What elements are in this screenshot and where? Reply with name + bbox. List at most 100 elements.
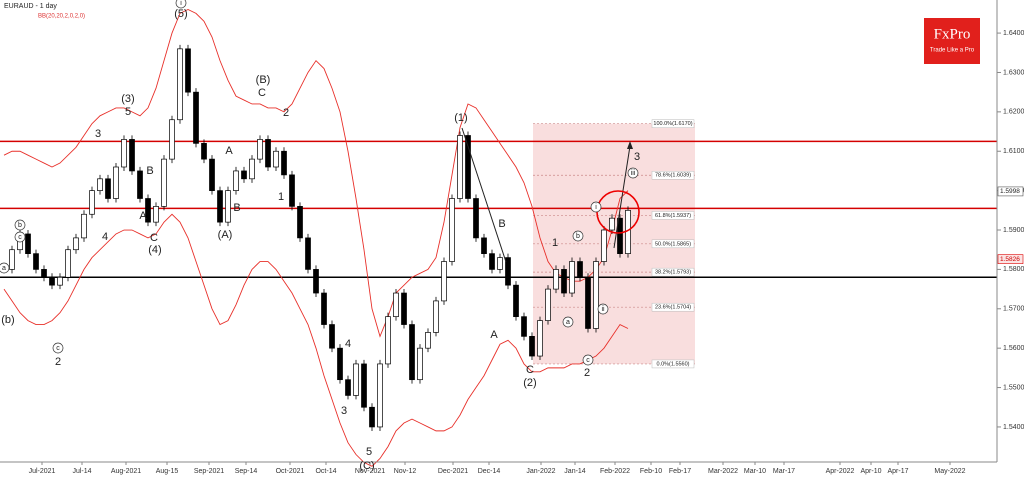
price-label: 1.5826 (1000, 256, 1020, 263)
x-tick-label: Mar-17 (773, 468, 795, 475)
x-tick-label: Mar-2022 (708, 468, 738, 475)
candle (57, 276, 63, 286)
fib-label: 100.0%(1.6170) (653, 121, 692, 127)
x-tick-label: Feb-2022 (600, 468, 630, 475)
bollinger-band (3, 213, 629, 467)
x-tick-label: Aug-2021 (111, 468, 141, 475)
candle (353, 363, 359, 396)
wave-label: c (586, 357, 590, 364)
x-tick-label: May-2022 (934, 468, 965, 475)
wave-circle (14, 231, 26, 243)
indicator-label: BB(20,20,2,0,2,0) (38, 14, 85, 20)
wave-label: (2) (523, 377, 536, 389)
x-tick-label: Mar-10 (744, 468, 766, 475)
wave-circle (14, 219, 26, 231)
candle (617, 217, 623, 254)
candle (377, 363, 383, 428)
wave-label: i (180, 0, 182, 7)
candle (257, 139, 263, 160)
candle (441, 261, 447, 302)
wave-label: (A) (218, 229, 233, 241)
fib-label-box (651, 119, 695, 128)
x-tick-label: Oct-14 (315, 468, 336, 475)
fib-label-box (651, 239, 695, 249)
plot-area (0, 0, 997, 462)
wave-label: (b) (1, 314, 14, 326)
wave-label: A (225, 145, 233, 157)
wave-label: a (566, 319, 570, 326)
fib-label: 0.0%(1.5560) (656, 361, 689, 367)
candle (313, 269, 319, 294)
wave-label: 5 (366, 446, 372, 458)
candle (561, 269, 567, 294)
candle (433, 300, 439, 333)
y-tick-label: 1.5700 (1003, 306, 1024, 313)
wave-label: (1) (454, 112, 467, 124)
candle (225, 190, 231, 223)
x-tick-label: Nov-12 (394, 468, 417, 475)
wave-label: 2 (283, 107, 289, 119)
projection-arrow (613, 145, 631, 249)
wave-label: 3 (95, 128, 101, 140)
candle (345, 379, 351, 396)
wave-circle (0, 262, 10, 274)
wave-label: B (146, 165, 153, 177)
y-tick-label: 1.6300 (1003, 69, 1024, 76)
arrow-head (627, 141, 633, 149)
wave-label: B (498, 218, 505, 230)
candle (385, 316, 391, 365)
main-layer (1, 8, 631, 467)
candle (81, 213, 87, 239)
candle (25, 233, 31, 254)
y-tick-label: 1.5600 (1003, 345, 1024, 352)
candle (497, 257, 503, 270)
x-tick-label: Jan-14 (564, 468, 586, 475)
price-label-box (997, 254, 1024, 264)
candle (593, 261, 599, 329)
wave-label: b (576, 233, 580, 240)
candle (529, 336, 535, 357)
candle (273, 150, 279, 168)
candle (161, 158, 167, 207)
wave-label: (B) (256, 74, 271, 86)
candle (513, 284, 519, 318)
wave-label: i (595, 204, 597, 211)
candle (409, 324, 415, 381)
wave-label: 1 (552, 237, 558, 249)
fib-label-box (651, 302, 695, 312)
x-tick-label: Jul-14 (72, 468, 91, 475)
fib-label: 38.2%(1.5793) (655, 270, 691, 276)
fib-label: 23.6%(1.5704) (655, 305, 691, 311)
bollinger-band (3, 8, 629, 338)
chart-title: EURAUD - 1 day (4, 3, 57, 10)
price-label-box (997, 186, 1024, 197)
wave-label: c (56, 345, 60, 352)
wave-label: (C) (359, 460, 374, 472)
price-label: 1.5998 (1000, 188, 1020, 195)
candle (129, 139, 135, 172)
wave-label: C (526, 364, 534, 376)
wave-label: b (18, 222, 22, 229)
candle (241, 170, 247, 180)
wave-label: 2 (584, 367, 590, 379)
wave-label: C (258, 87, 266, 99)
fib-label-box (651, 211, 695, 220)
candle (337, 347, 343, 381)
wave-label: (3) (121, 93, 134, 105)
candle (537, 320, 543, 357)
candle (369, 406, 375, 428)
wave-label: 4 (345, 338, 351, 350)
wave-label: A (139, 210, 147, 222)
wave-circle (52, 342, 64, 354)
candle (73, 237, 79, 251)
candle (425, 332, 431, 349)
candle (65, 249, 71, 278)
x-tick-label: Sep-14 (235, 468, 258, 475)
candle (233, 170, 239, 191)
candle (177, 48, 183, 121)
x-tick-label: Feb-10 (640, 468, 662, 475)
candle (97, 178, 103, 191)
x-tick-label: Nov-2021 (355, 468, 385, 475)
x-tick-label: Jul-2021 (29, 468, 56, 475)
